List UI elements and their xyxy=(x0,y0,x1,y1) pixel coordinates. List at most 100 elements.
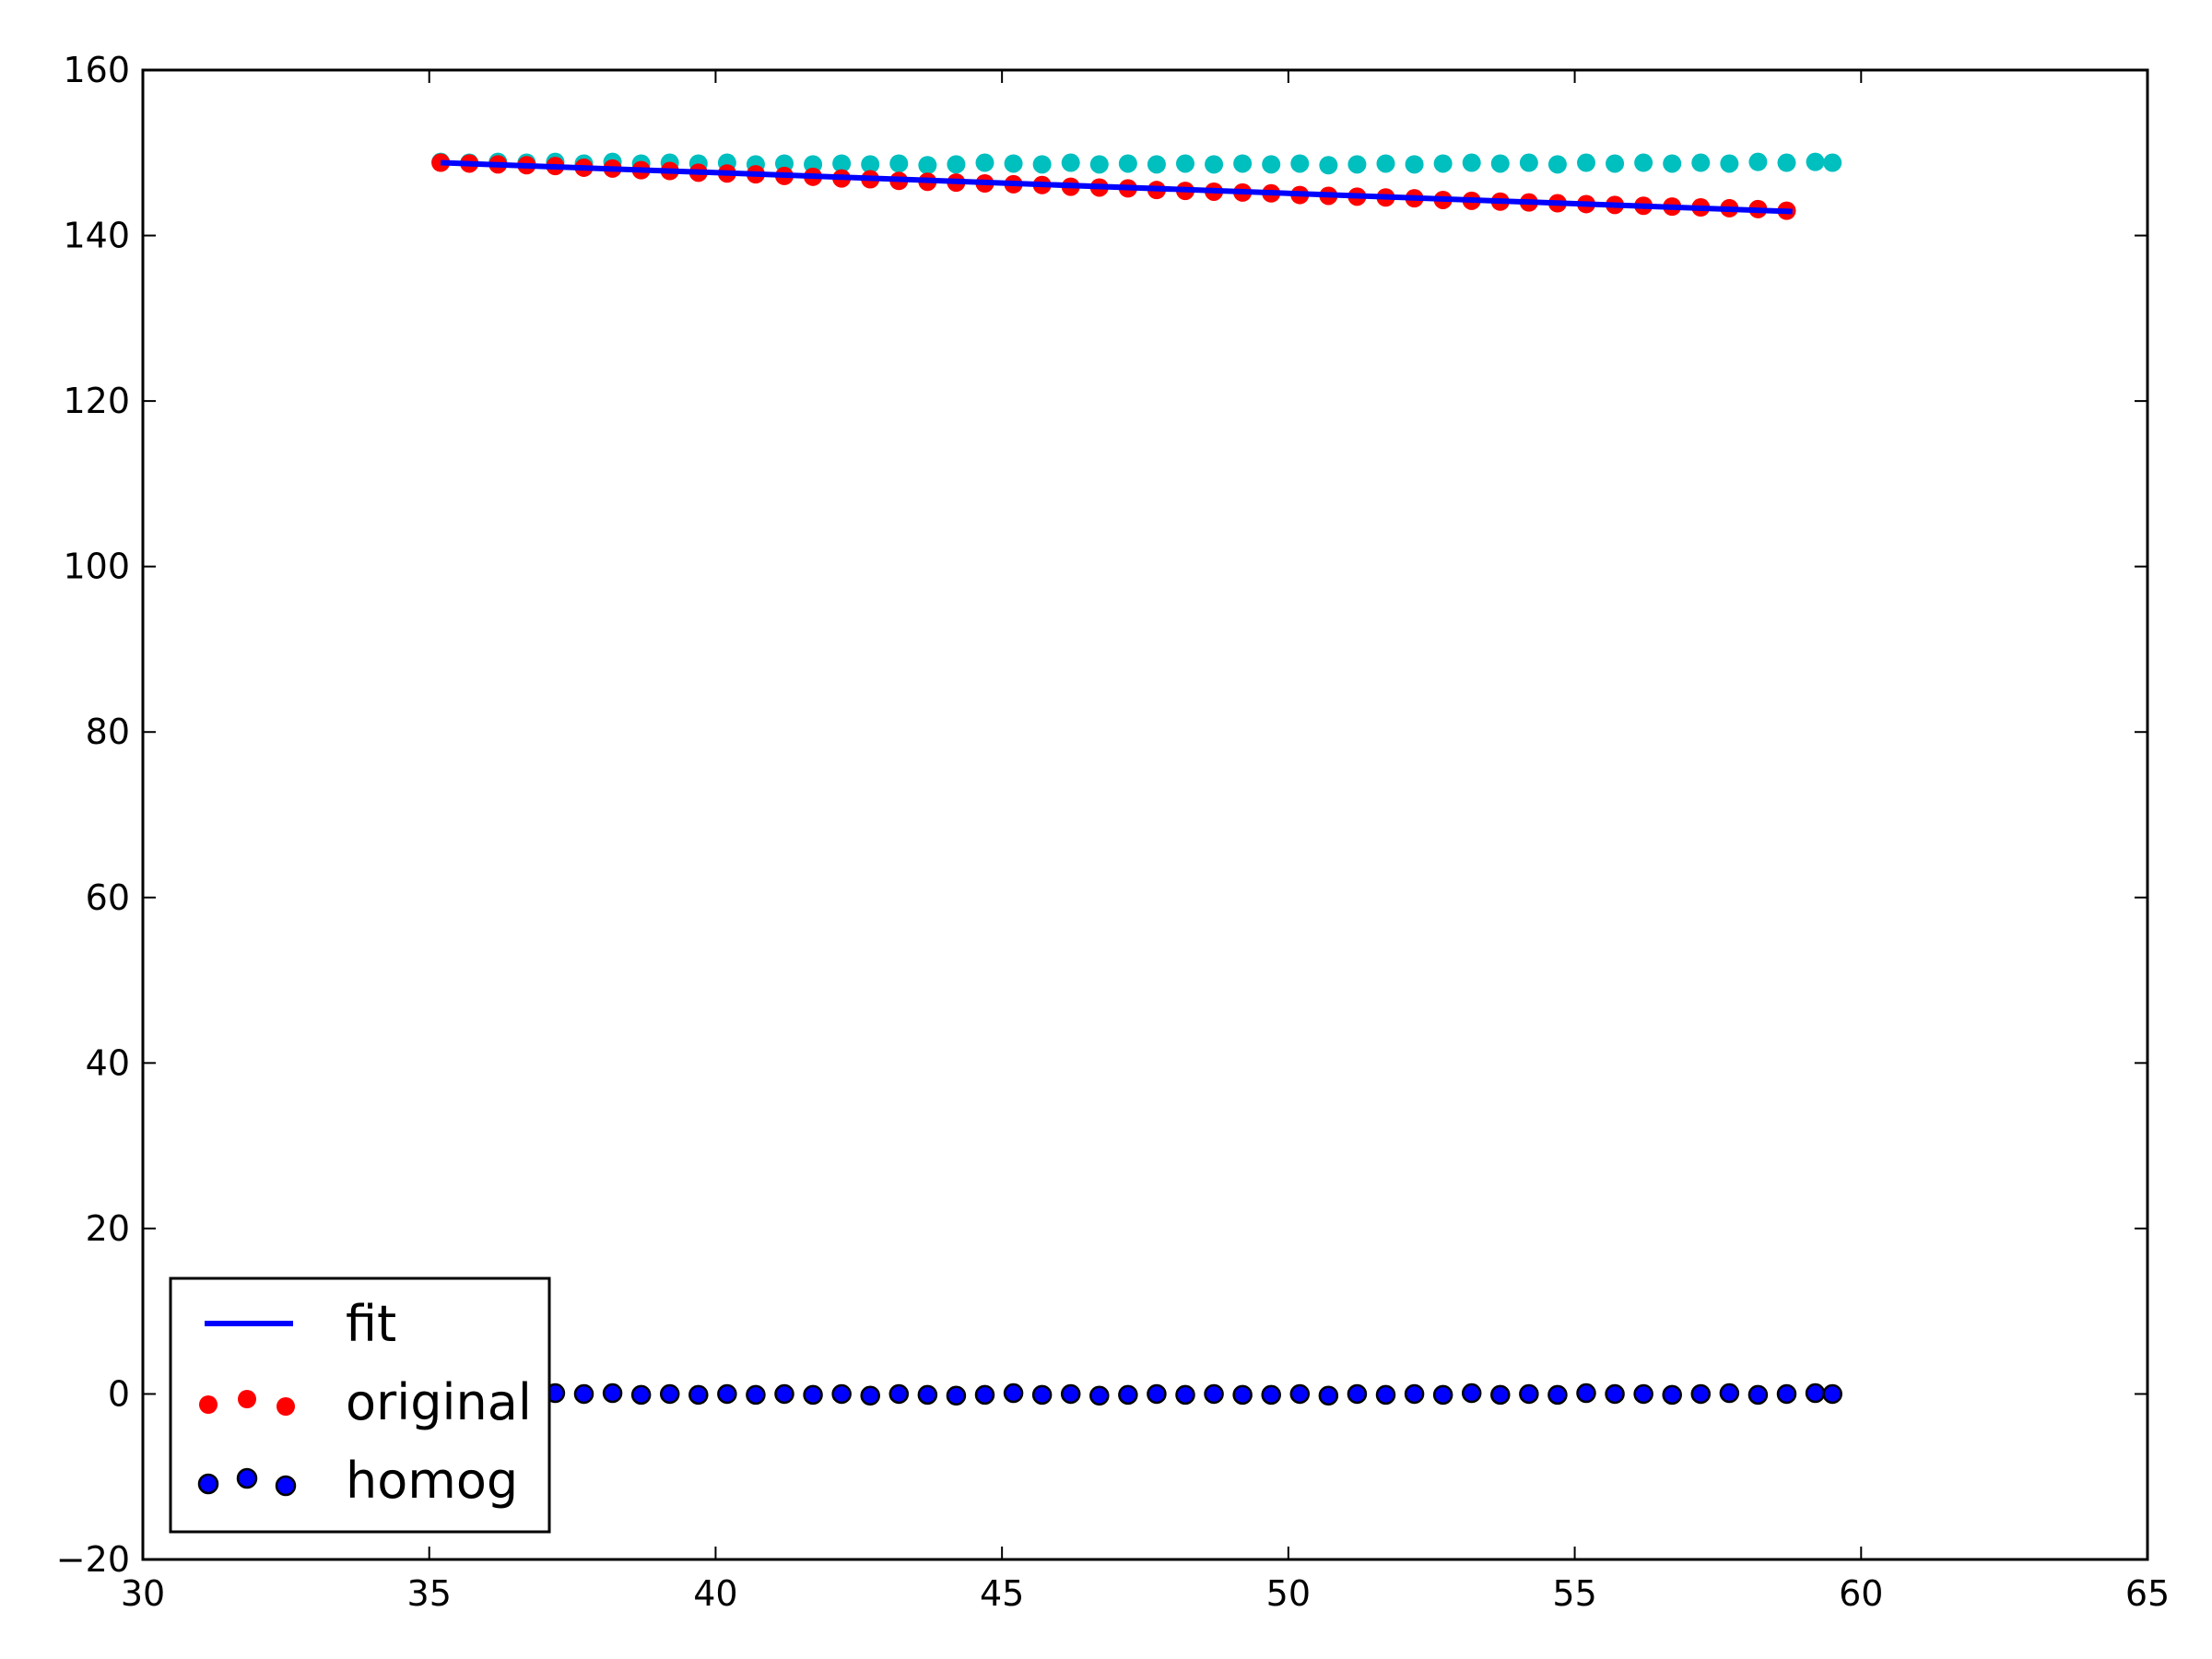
cyan-point xyxy=(1233,154,1253,173)
homog-point xyxy=(1261,1384,1281,1406)
x-tick-labels: 30 35 40 45 50 55 60 65 xyxy=(121,1573,2170,1614)
homog-point xyxy=(1031,1384,1053,1406)
cyan-point xyxy=(1577,153,1595,172)
cyan-point xyxy=(1777,153,1796,172)
legend-box xyxy=(169,1277,551,1534)
homog-point xyxy=(1633,1383,1653,1405)
homog-point xyxy=(1432,1384,1453,1406)
cyan-point xyxy=(889,154,909,173)
homog-point xyxy=(1318,1385,1339,1406)
homog-point xyxy=(1404,1383,1425,1405)
cyan-point xyxy=(861,155,880,174)
x-tick-label: 40 xyxy=(693,1573,737,1614)
cyan-point xyxy=(1089,155,1109,174)
homog-point xyxy=(602,1382,623,1404)
cyan-point xyxy=(1290,154,1310,173)
legend-marker-homog xyxy=(275,1475,297,1497)
cyan-point xyxy=(1663,154,1682,173)
plot-area xyxy=(431,152,1842,1406)
homog-point xyxy=(1003,1382,1024,1404)
cyan-point xyxy=(1061,153,1080,172)
legend-label-fit: fit xyxy=(346,1295,396,1353)
homog-point xyxy=(630,1384,652,1406)
cyan-point xyxy=(1376,154,1395,173)
homog-point xyxy=(1118,1384,1138,1406)
cyan-point xyxy=(1806,152,1825,171)
cyan-point xyxy=(1547,155,1567,174)
cyan-point xyxy=(1720,154,1739,173)
legend-label-homog: homog xyxy=(346,1452,518,1510)
x-tick-label: 55 xyxy=(1552,1573,1596,1614)
cyan-point xyxy=(1205,155,1224,174)
series-homog-points xyxy=(545,1382,1842,1406)
homog-point xyxy=(659,1383,680,1405)
legend-marker-original xyxy=(238,1390,256,1408)
homog-point xyxy=(1204,1383,1224,1405)
y-tick-label: 100 xyxy=(63,547,130,587)
homog-point xyxy=(831,1383,852,1405)
homog-point xyxy=(717,1383,737,1405)
cyan-point xyxy=(1147,155,1166,174)
x-tick-label: 35 xyxy=(407,1573,452,1614)
y-tick-label: 140 xyxy=(63,216,130,256)
homog-point xyxy=(1547,1384,1568,1406)
cyan-point xyxy=(1462,153,1481,172)
x-tick-label: 65 xyxy=(2125,1573,2170,1614)
cyan-point xyxy=(1823,153,1842,172)
homog-point xyxy=(1289,1383,1311,1405)
homog-point xyxy=(946,1385,967,1406)
cyan-point xyxy=(1490,154,1510,173)
cyan-point xyxy=(975,153,994,172)
y-tick-label: 120 xyxy=(63,381,130,421)
homog-point xyxy=(1347,1383,1368,1405)
cyan-point xyxy=(1634,153,1653,172)
y-tick-label: 20 xyxy=(86,1208,130,1249)
cyan-point xyxy=(1347,155,1367,174)
homog-point xyxy=(1719,1382,1740,1404)
legend-marker-original xyxy=(276,1397,295,1416)
homog-point xyxy=(1805,1382,1826,1404)
y-tick-label: 60 xyxy=(86,877,130,918)
cyan-point xyxy=(1118,154,1137,173)
homog-point xyxy=(1461,1382,1482,1404)
homog-point xyxy=(1147,1383,1167,1405)
homog-point xyxy=(860,1385,880,1406)
homog-point xyxy=(1375,1384,1396,1406)
homog-point xyxy=(573,1383,594,1405)
homog-point xyxy=(1232,1384,1253,1406)
homog-point xyxy=(746,1384,766,1406)
homog-point xyxy=(1175,1384,1195,1406)
homog-point xyxy=(917,1384,938,1406)
cyan-point xyxy=(1433,154,1453,173)
y-tick-label: 80 xyxy=(86,712,130,752)
y-tick-label: −20 xyxy=(56,1539,130,1580)
cyan-point xyxy=(1748,152,1768,171)
legend-marker-homog xyxy=(197,1473,219,1495)
x-tick-label: 45 xyxy=(980,1573,1024,1614)
cyan-point xyxy=(947,155,966,174)
cyan-point xyxy=(1032,155,1052,174)
homog-point xyxy=(1822,1383,1842,1405)
cyan-point xyxy=(1319,156,1338,175)
y-tick-labels: −20 0 20 40 60 80 100 120 140 160 xyxy=(56,50,130,1580)
y-tick-label: 160 xyxy=(63,50,130,90)
cyan-point xyxy=(1691,153,1711,172)
homog-point xyxy=(1662,1384,1682,1406)
x-tick-label: 50 xyxy=(1266,1573,1311,1614)
axes-frame xyxy=(141,68,2149,1561)
y-tick-label: 40 xyxy=(86,1042,130,1083)
homog-point xyxy=(1490,1384,1511,1406)
cyan-point xyxy=(1519,153,1538,172)
homog-point xyxy=(1747,1384,1769,1406)
legend-label-original: original xyxy=(346,1373,532,1431)
homog-point xyxy=(688,1384,709,1406)
cyan-point xyxy=(1606,154,1625,173)
cyan-point xyxy=(1176,154,1194,173)
y-tick-label: 0 xyxy=(108,1373,130,1414)
cyan-point xyxy=(1262,155,1281,174)
homog-point xyxy=(803,1384,823,1406)
legend-marker-homog xyxy=(236,1467,258,1489)
cyan-point xyxy=(832,154,852,173)
cyan-point xyxy=(918,156,937,175)
